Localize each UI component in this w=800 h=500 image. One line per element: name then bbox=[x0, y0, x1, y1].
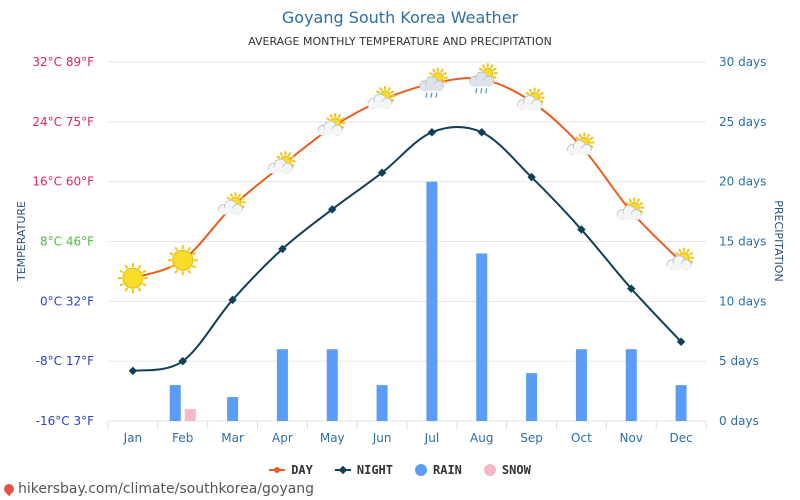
x-tick-label: Apr bbox=[272, 431, 293, 445]
rain-bar bbox=[169, 385, 181, 421]
y-right-tick-label: 10 days bbox=[719, 294, 766, 308]
y-left-tick-label: 0°C 32°F bbox=[40, 294, 94, 308]
weather-chart: -16°C 3°F -8°C 17°F 0°C 32°F 8°C 46°F 16°C 6… bbox=[15, 55, 785, 445]
night-point bbox=[228, 295, 237, 305]
legend-rain[interactable]: RAIN bbox=[415, 463, 462, 477]
legend-rain-label: RAIN bbox=[433, 463, 462, 477]
y-right-tick-label: 0 days bbox=[719, 414, 759, 428]
night-point bbox=[128, 366, 138, 376]
legend-snow-label: SNOW bbox=[501, 463, 531, 477]
source-link[interactable]: hikersbay.com/climate/southkorea/goyang bbox=[1, 481, 315, 497]
x-tick-label: Aug bbox=[470, 431, 493, 445]
day-series-line bbox=[132, 77, 682, 280]
rain-bar bbox=[376, 385, 388, 421]
y-right-tick-label: 30 days bbox=[719, 55, 766, 69]
legend-night-swatch bbox=[334, 465, 351, 475]
legend-night[interactable]: NIGHT bbox=[334, 463, 393, 477]
raindrop-icon bbox=[480, 88, 483, 94]
legend-snow-swatch bbox=[483, 464, 496, 476]
night-point bbox=[278, 244, 287, 254]
night-point bbox=[377, 168, 387, 177]
cloud-icon bbox=[567, 140, 592, 155]
y-right-tick-label: 15 days bbox=[719, 235, 766, 249]
raindrop-icon bbox=[475, 88, 478, 94]
chart-title: Goyang South Korea Weather bbox=[281, 8, 519, 27]
y-right-tick-label: 20 days bbox=[719, 175, 766, 189]
y-right-tick-label: 25 days bbox=[719, 115, 766, 129]
cloud-icon bbox=[317, 120, 343, 136]
rain-bar bbox=[326, 349, 338, 421]
rain-cloud-icon bbox=[419, 76, 445, 92]
night-series-line bbox=[132, 125, 682, 372]
raindrop-icon bbox=[435, 92, 438, 98]
cloud-icon bbox=[367, 93, 393, 109]
x-tick-label: Oct bbox=[571, 431, 592, 445]
y-left-tick-label: 32°C 89°F bbox=[32, 55, 94, 69]
cloud-icon bbox=[268, 158, 293, 174]
x-tick-label: Feb bbox=[172, 431, 193, 445]
rain-bar bbox=[675, 385, 687, 421]
night-point bbox=[427, 128, 437, 137]
rain-bar bbox=[426, 181, 438, 421]
raindrop-icon bbox=[485, 88, 488, 94]
x-tick-label: Jun bbox=[372, 431, 392, 445]
rain-bar bbox=[526, 373, 538, 421]
rain-bar bbox=[476, 253, 488, 421]
rain-bar bbox=[625, 349, 637, 421]
x-tick-label: Nov bbox=[620, 431, 643, 445]
y-right-tick-label: 5 days bbox=[719, 354, 759, 368]
y-left-tick-label: 16°C 60°F bbox=[32, 175, 94, 189]
legend-rain-swatch bbox=[415, 464, 427, 476]
y-left-tick-label: -8°C 17°F bbox=[36, 354, 94, 368]
chart-legend: DAY NIGHT RAIN SNOW bbox=[0, 463, 800, 477]
x-tick-label: May bbox=[320, 431, 345, 445]
night-point bbox=[477, 128, 486, 137]
night-point bbox=[178, 356, 187, 366]
x-tick-label: Jan bbox=[123, 431, 143, 445]
rain-cloud-icon bbox=[469, 71, 495, 87]
sunny-icon bbox=[167, 245, 198, 276]
y-right-axis-title: PRECIPITATION bbox=[772, 200, 785, 281]
rain-bar bbox=[575, 349, 587, 421]
raindrop-icon bbox=[430, 92, 433, 98]
x-tick-label: Sep bbox=[520, 431, 543, 445]
x-tick-label: Mar bbox=[221, 431, 244, 445]
y-left-tick-label: 8°C 46°F bbox=[40, 235, 94, 249]
snow-bar bbox=[184, 409, 196, 421]
cloud-icon bbox=[616, 205, 642, 220]
legend-day-label: DAY bbox=[291, 463, 313, 477]
legend-night-label: NIGHT bbox=[356, 463, 393, 477]
cloud-icon bbox=[218, 199, 243, 215]
legend-day-swatch bbox=[269, 467, 286, 473]
y-left-tick-label: -16°C 3°F bbox=[36, 414, 94, 428]
chart-subtitle: AVERAGE MONTHLY TEMPERATURE AND PRECIPIT… bbox=[248, 35, 552, 48]
x-tick-label: Jul bbox=[424, 431, 439, 445]
y-left-tick-label: 24°C 75°F bbox=[32, 115, 94, 129]
sunny-icon bbox=[117, 263, 148, 294]
legend-snow[interactable]: SNOW bbox=[483, 463, 531, 477]
source-url: hikersbay.com/climate/southkorea/goyang bbox=[18, 481, 315, 497]
y-left-axis-title: TEMPERATURE bbox=[15, 201, 28, 282]
night-point bbox=[328, 205, 337, 214]
night-point bbox=[676, 337, 686, 346]
night-point bbox=[627, 284, 636, 293]
rain-bar bbox=[227, 397, 239, 421]
cloud-icon bbox=[517, 95, 542, 111]
x-tick-label: Dec bbox=[669, 431, 692, 445]
rain-bar bbox=[276, 349, 288, 421]
legend-day[interactable]: DAY bbox=[269, 463, 313, 477]
cloud-icon bbox=[666, 255, 692, 271]
raindrop-icon bbox=[425, 92, 428, 98]
location-pin-icon bbox=[1, 481, 17, 497]
